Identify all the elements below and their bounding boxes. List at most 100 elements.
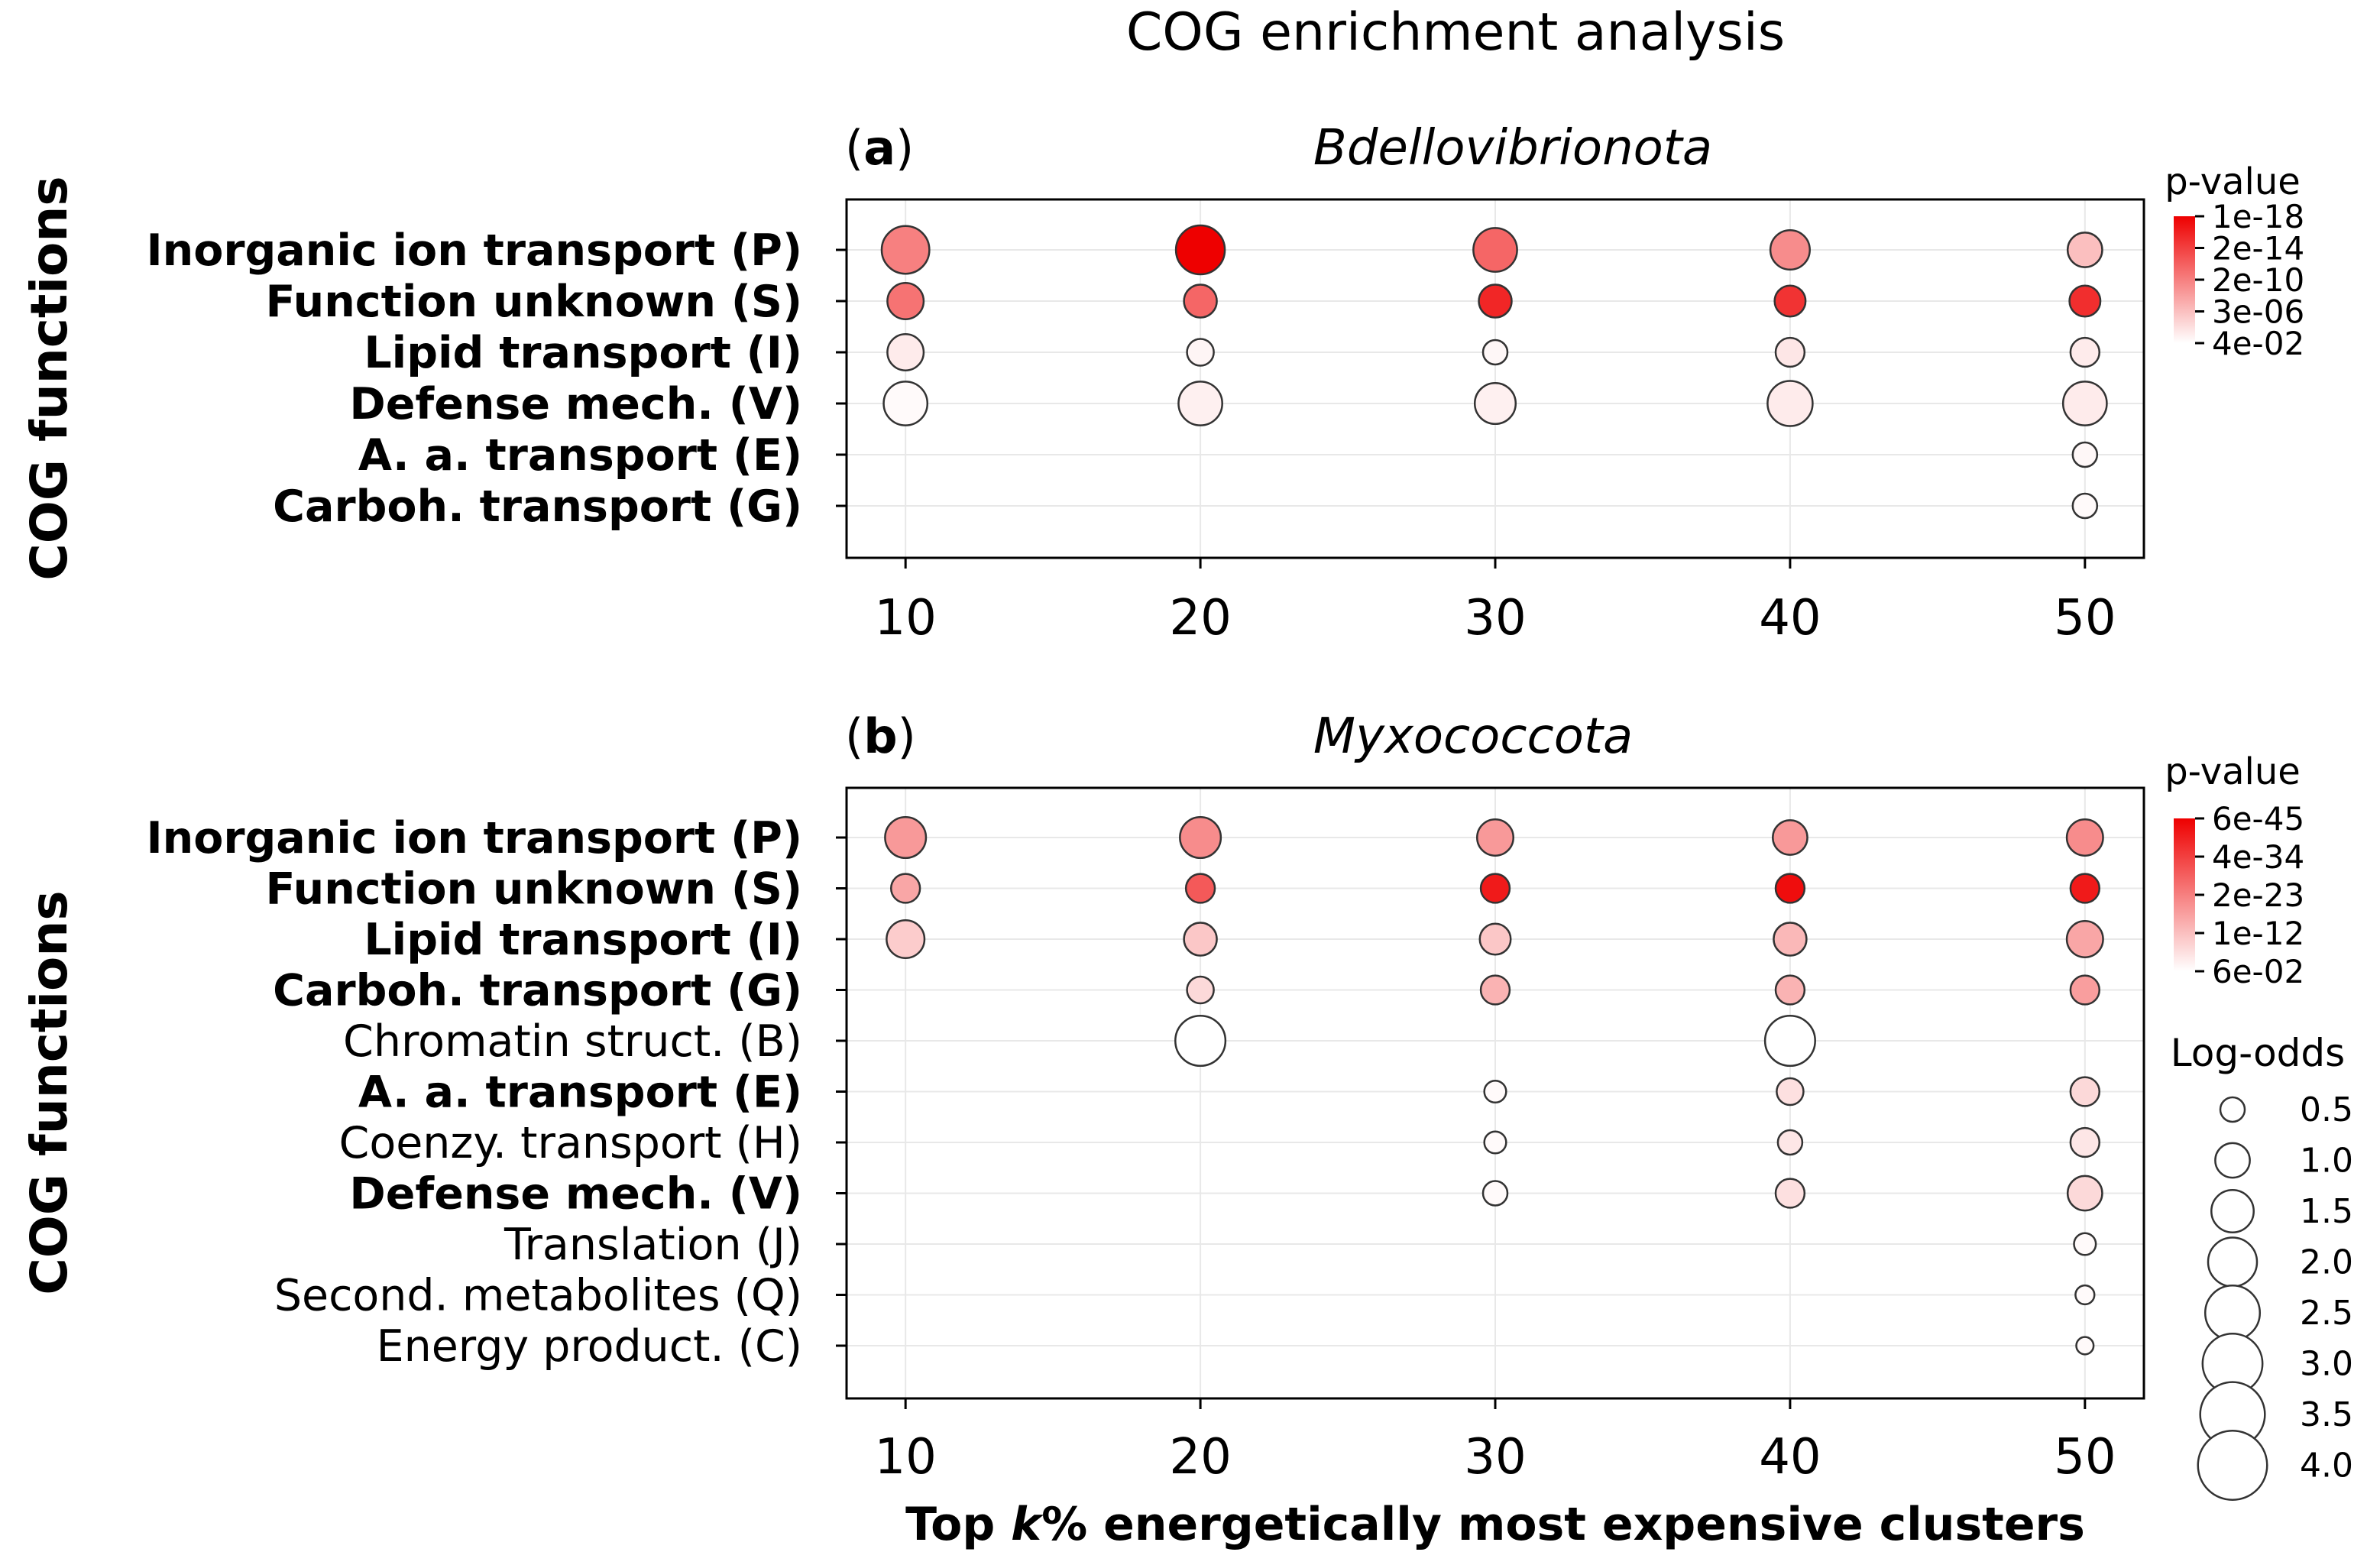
data-point [886,282,925,320]
data-point [1763,1014,1816,1068]
data-point [1174,224,1226,276]
panel-a: (a) Bdellovibrionota COG functions Inorg… [20,120,2304,646]
panel-a-label-letter: a [863,120,895,176]
panel-a-title: Bdellovibrionota [1313,120,1712,177]
data-point [2066,1175,2103,1212]
x-tick-label: 30 [1464,1429,1526,1486]
y-tick-label: A. a. transport (E) [358,1068,802,1118]
data-point [1772,819,1808,856]
colorbar-tick-label: 4e-34 [2212,838,2304,876]
data-point [884,815,928,860]
x-tick-label: 20 [1169,1429,1231,1486]
data-point [890,873,921,904]
data-point [1776,1129,1804,1156]
size-legend-label: 3.0 [2300,1345,2353,1384]
data-point [2073,1232,2097,1256]
panel-b-title: Myxococcota [1313,708,1633,765]
data-point [2069,1076,2100,1107]
size-legend-label: 0.5 [2300,1090,2353,1129]
data-point [2071,441,2099,468]
size-legend: Log-odds 0.5 1.0 1.5 2.0 2.5 3.0 3.5 4.0 [2171,1031,2353,1502]
panel-b-label-letter: b [863,708,897,764]
data-point [1479,974,1511,1006]
chart-title: COG enrichment analysis [1126,2,1785,63]
data-point [2065,920,2104,958]
y-tick-label: Lipid transport (I) [364,915,802,965]
panel-a-x-ticks: 10 20 30 40 50 [874,558,2116,646]
panel-b-y-labels: Inorganic ion transport (P)Function unkn… [146,813,847,1372]
data-point [1774,1178,1806,1209]
colorbar-tick-label: 2e-23 [2212,876,2304,914]
size-legend-marker [2214,1142,2251,1179]
y-tick-label: Coenzy. transport (H) [339,1118,802,1168]
data-point [1186,975,1215,1005]
data-point [1481,1180,1509,1207]
colorbar-tick-label: 3e-06 [2212,293,2304,331]
data-point [880,225,931,275]
data-point [2061,381,2108,426]
size-legend-items: 0.5 1.0 1.5 2.0 2.5 3.0 3.5 4.0 [2197,1090,2353,1502]
colorbar-tick-label: 6e-02 [2212,953,2304,990]
panel-b-label: (b) [845,708,916,764]
panel-b-points [884,815,2104,1356]
data-point [1478,284,1513,319]
data-point [882,381,929,426]
data-point [1774,873,1806,904]
x-axis-label-k: k [1011,1498,1044,1551]
y-tick-label: Defense mech. (V) [349,379,802,429]
data-point [2071,492,2099,520]
data-point [1769,228,1811,271]
colorbar-tick-label: 6e-45 [2212,800,2304,838]
data-point [1766,380,1814,427]
y-tick-label: Function unknown (S) [266,864,802,915]
panel-b-label-close: ) [898,708,916,764]
panel-b: (b) Myxococcota COG functions Inorganic … [20,708,2304,1486]
data-point [1186,338,1215,367]
data-point [1774,974,1806,1006]
data-point [2068,284,2102,318]
x-tick-label: 10 [874,590,936,646]
panel-a-y-labels: Inorganic ion transport (P)Function unkn… [146,225,847,532]
x-tick-label: 50 [2054,1429,2116,1486]
x-axis-label-suffix: % energetically most expensive clusters [1041,1498,2085,1551]
size-legend-marker [2207,1236,2259,1288]
panel-a-label: (a) [845,120,914,176]
data-point [1776,1077,1805,1107]
data-point [1478,922,1512,956]
y-tick-label: Function unknown (S) [266,277,802,327]
x-tick-label: 40 [1759,1429,1821,1486]
panel-a-label-open: ( [845,120,863,176]
y-tick-label: Carboh. transport (G) [273,966,802,1016]
colorbar-tick-label: 1e-18 [2212,198,2304,235]
data-point [2069,873,2100,904]
data-point [2074,1284,2096,1306]
y-tick-label: Second. metabolites (Q) [274,1271,802,1321]
y-tick-label: Lipid transport (I) [364,328,802,378]
panel-a-points [880,224,2108,520]
y-tick-label: Inorganic ion transport (P) [146,813,802,864]
y-tick-label: Carboh. transport (G) [273,481,802,532]
data-point [1774,336,1806,368]
data-point [1483,1130,1507,1155]
size-legend-label: 3.5 [2300,1395,2353,1434]
data-point [886,333,925,371]
panel-b-colorbar-bar [2174,818,2195,971]
data-point [2069,336,2100,368]
data-point [2066,232,2103,268]
size-legend-title: Log-odds [2171,1031,2345,1075]
panel-a-colorbar-bar [2174,216,2195,343]
size-legend-marker [2210,1189,2255,1233]
data-point [1174,1014,1227,1068]
colorbar-tick-label: 2e-10 [2212,261,2304,299]
data-point [2065,818,2104,857]
panel-b-ylabel: COG functions [20,890,79,1294]
colorbar-tick-label: 4e-02 [2212,325,2304,362]
data-point [1773,284,1807,318]
data-point [2069,1126,2100,1158]
size-legend-marker [2219,1096,2246,1123]
x-tick-label: 10 [874,1429,936,1486]
data-point [1184,873,1216,904]
